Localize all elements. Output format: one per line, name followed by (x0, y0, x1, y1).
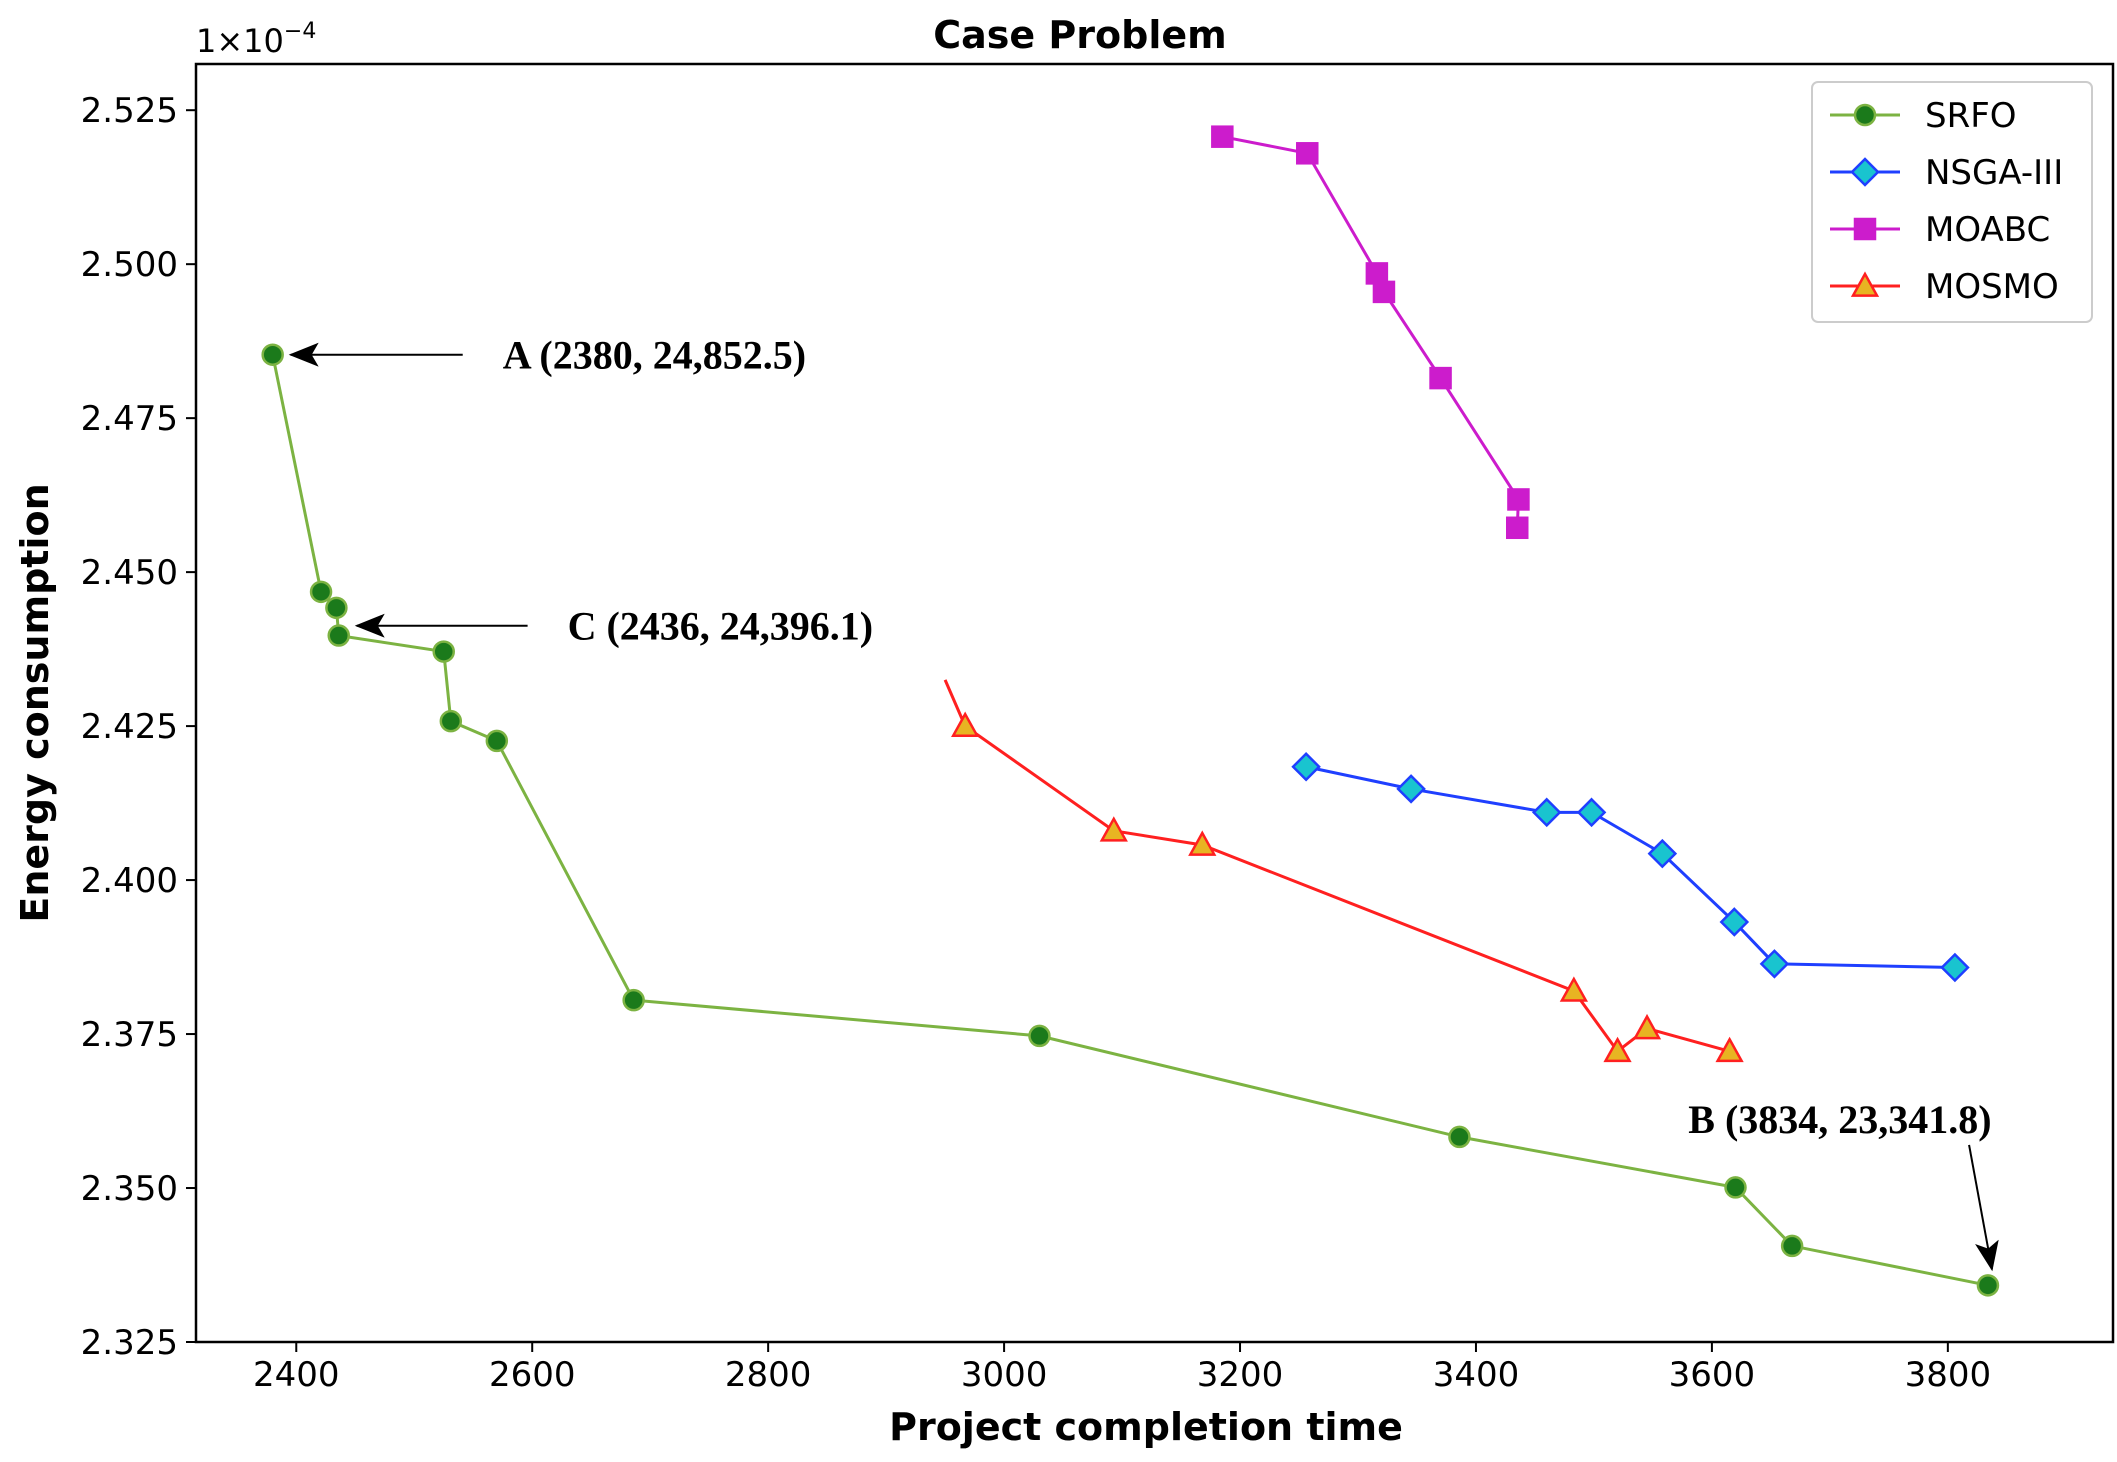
data-point-nsga-iii (1940, 952, 1970, 983)
data-point-nsga-iii (1576, 797, 1607, 828)
y-tick-label: 2.450 (81, 553, 178, 593)
data-point-moabc (1372, 280, 1396, 304)
annotation-arrow (1968, 1144, 1999, 1272)
x-axis-title: Project completion time (889, 1405, 1403, 1449)
data-point-nsga-iii (1531, 797, 1562, 828)
y-tick-label: 2.425 (81, 707, 178, 747)
data-point-mosmo (1632, 1013, 1662, 1040)
data-point-nsga-iii (1647, 838, 1678, 869)
data-point-mosmo (1099, 816, 1128, 842)
x-tick-label: 2400 (253, 1355, 340, 1395)
data-point-srfo (439, 709, 463, 733)
data-point-srfo (1976, 1274, 2000, 1297)
series-moabc (1211, 125, 1530, 540)
plot-frame (194, 62, 2115, 1344)
legend-label: SRFO (1925, 96, 2017, 136)
y-tick-label: 2.375 (81, 1015, 178, 1055)
y-tick-label: 2.475 (81, 399, 178, 439)
data-point-moabc (1211, 125, 1234, 148)
data-point-srfo (261, 343, 284, 366)
data-point-mosmo (1603, 1036, 1632, 1063)
legend-marker (1853, 103, 1877, 127)
annotation-label: A (2380, 24,852.5) (503, 333, 806, 378)
legend-item-mosmo: MOSMO (1830, 267, 2059, 307)
data-point-srfo (309, 580, 333, 604)
series-nsga-iii (1291, 751, 1970, 983)
data-point-mosmo (1188, 830, 1217, 856)
annotation-layer: A (2380, 24,852.5) C (2436, 24,396.1) B (3… (288, 333, 1999, 1272)
data-point-moabc (1296, 142, 1319, 165)
data-point-mosmo (951, 711, 980, 737)
annotation-label: B (3834, 23,341.8) (1688, 1097, 1991, 1142)
data-point-nsga-iii (1291, 751, 1321, 782)
x-tick-label: 3200 (1197, 1355, 1284, 1395)
legend-marker (1850, 271, 1880, 297)
series-srfo (261, 343, 2000, 1297)
legend-item-moabc: MOABC (1830, 210, 2050, 250)
y-axis: 2.325 2.350 2.375 2.400 2.425 2.450 2.475 2.500… (81, 91, 196, 1363)
data-point-moabc (1506, 516, 1529, 540)
data-point-srfo (432, 640, 455, 663)
data-point-moabc (1429, 366, 1452, 390)
legend-item-nsga-iii: NSGA-III (1830, 153, 2063, 193)
data-point-srfo (485, 729, 509, 753)
data-point-moabc (1365, 262, 1389, 285)
data-point-nsga-iii (1759, 949, 1790, 979)
y-tick-label: 2.350 (81, 1169, 178, 1209)
y-tick-label: 2.525 (81, 91, 178, 131)
series-line-moabc (1222, 135, 1520, 528)
y-tick-label: 2.400 (81, 861, 178, 901)
x-axis: 2400 2600 2800 3000 3200 3400 3600 3800 (253, 1342, 1991, 1395)
data-point-srfo (622, 988, 645, 1012)
y-axis-multiplier: 1×10−4 (196, 19, 316, 60)
legend-marker (1853, 217, 1877, 241)
annotation-a: A (2380, 24,852.5) (288, 333, 806, 378)
data-point-mosmo (1715, 1036, 1744, 1063)
x-tick-label: 3000 (961, 1355, 1048, 1395)
annotation-b: B (3834, 23,341.8) (1688, 1097, 1999, 1272)
annotation-label: C (2436, 24,396.1) (568, 604, 874, 649)
data-point-moabc (1507, 488, 1530, 511)
legend-label: NSGA-III (1925, 153, 2063, 193)
data-point-nsga-iii (1396, 774, 1426, 804)
x-tick-label: 3400 (1433, 1355, 1520, 1395)
plot-area: 2400 2600 2800 3000 3200 3400 3600 3800 2.3252.… (81, 62, 2115, 1395)
legend-marker (1850, 157, 1880, 187)
x-tick-label: 3800 (1905, 1355, 1992, 1395)
annotation-c: C (2436, 24,396.1) (354, 604, 874, 649)
legend-label: MOABC (1925, 210, 2050, 250)
data-point-srfo (1448, 1125, 1471, 1149)
legend-box (1811, 81, 2093, 323)
series-line-srfo (271, 354, 1989, 1287)
series-layer (261, 125, 2000, 1297)
legend-label: MOSMO (1925, 267, 2059, 307)
y-axis-title: Energy consumption (13, 483, 57, 922)
data-point-srfo (1724, 1176, 1747, 1199)
legend-item-srfo: SRFO (1830, 96, 2017, 136)
series-line-mosmo (943, 679, 1730, 1054)
data-point-srfo (325, 596, 348, 620)
data-point-mosmo (1559, 976, 1589, 1002)
legend: SRFO NSGA-III MOABC MOSMO (1811, 81, 2093, 323)
series-line-nsga-iii (1305, 765, 1955, 970)
data-point-srfo (1028, 1024, 1051, 1048)
x-tick-label: 3600 (1669, 1355, 1756, 1395)
chart-title: Case Problem (933, 13, 1226, 57)
data-point-srfo (1780, 1234, 1804, 1258)
y-tick-label: 2.325 (81, 1323, 178, 1363)
data-point-srfo (327, 624, 350, 647)
data-point-nsga-iii (1719, 907, 1750, 937)
x-tick-label: 2800 (725, 1355, 812, 1395)
y-tick-label: 2.500 (81, 245, 178, 285)
x-tick-label: 2600 (489, 1355, 576, 1395)
series-mosmo (943, 679, 1744, 1063)
